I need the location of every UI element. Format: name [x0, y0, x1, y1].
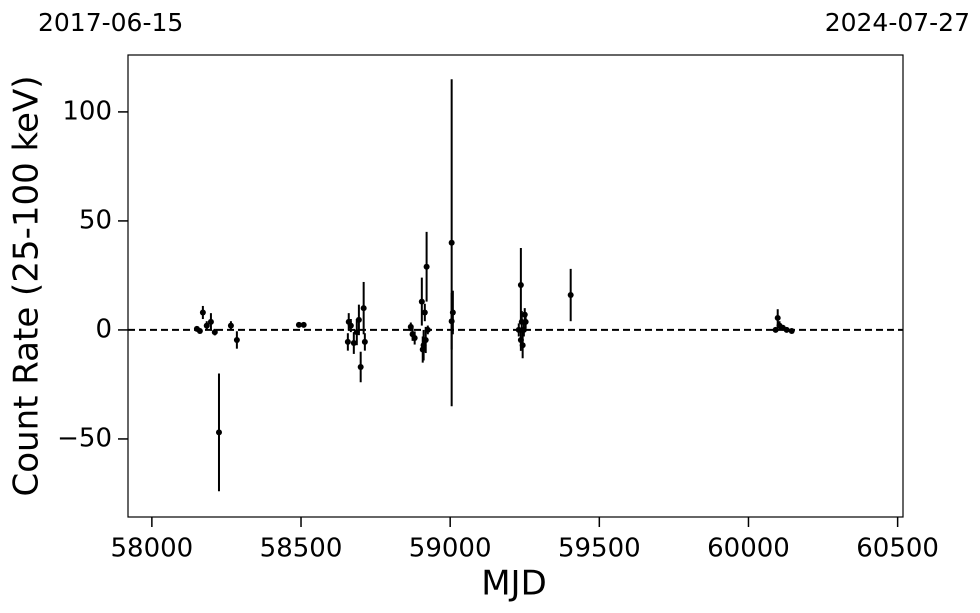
data-point	[522, 318, 529, 325]
data-point	[788, 328, 795, 335]
data-point	[520, 326, 527, 333]
y-tick-label: 0	[95, 314, 112, 344]
data-point	[295, 321, 302, 328]
data-point	[783, 326, 790, 333]
data-point	[517, 282, 524, 289]
data-point	[567, 292, 574, 299]
data-point	[418, 298, 425, 305]
end-date: 2024-07-27	[825, 8, 970, 37]
data-point	[411, 334, 418, 341]
data-point	[355, 316, 362, 323]
data-point	[300, 321, 307, 328]
data-point	[347, 322, 354, 329]
data-point	[424, 326, 431, 333]
data-point	[421, 309, 428, 316]
data-point	[211, 329, 218, 336]
plot-frame	[127, 54, 904, 518]
data-point	[227, 322, 234, 329]
data-point	[344, 338, 351, 345]
x-tick-label: 60000	[707, 534, 790, 564]
data-point	[199, 309, 206, 316]
x-axis-label: MJD	[481, 564, 547, 604]
x-tick-label: 59500	[558, 534, 641, 564]
data-point	[448, 239, 455, 246]
x-tick-label: 58000	[111, 534, 194, 564]
data-point	[423, 263, 430, 270]
data-point	[203, 322, 210, 329]
data-point	[519, 342, 526, 349]
data-point	[350, 340, 357, 347]
data-point	[361, 338, 368, 345]
y-axis-label: Count Rate (25-100 keV)	[7, 76, 47, 497]
data-point	[357, 363, 364, 370]
x-tick-label: 58500	[260, 534, 343, 564]
data-point	[233, 336, 240, 343]
data-point	[448, 318, 455, 325]
data-point	[772, 326, 779, 333]
y-tick-label: −50	[57, 423, 112, 453]
data-point	[422, 336, 429, 343]
data-point	[774, 314, 781, 321]
x-tick-label: 60500	[856, 534, 939, 564]
data-point	[360, 305, 367, 312]
data-point	[215, 429, 222, 436]
y-tick-label: 100	[62, 96, 112, 126]
data-point	[196, 328, 203, 335]
y-tick-label: 50	[79, 205, 112, 235]
start-date: 2017-06-15	[38, 8, 183, 37]
x-tick-label: 59000	[409, 534, 492, 564]
data-point	[207, 318, 214, 325]
